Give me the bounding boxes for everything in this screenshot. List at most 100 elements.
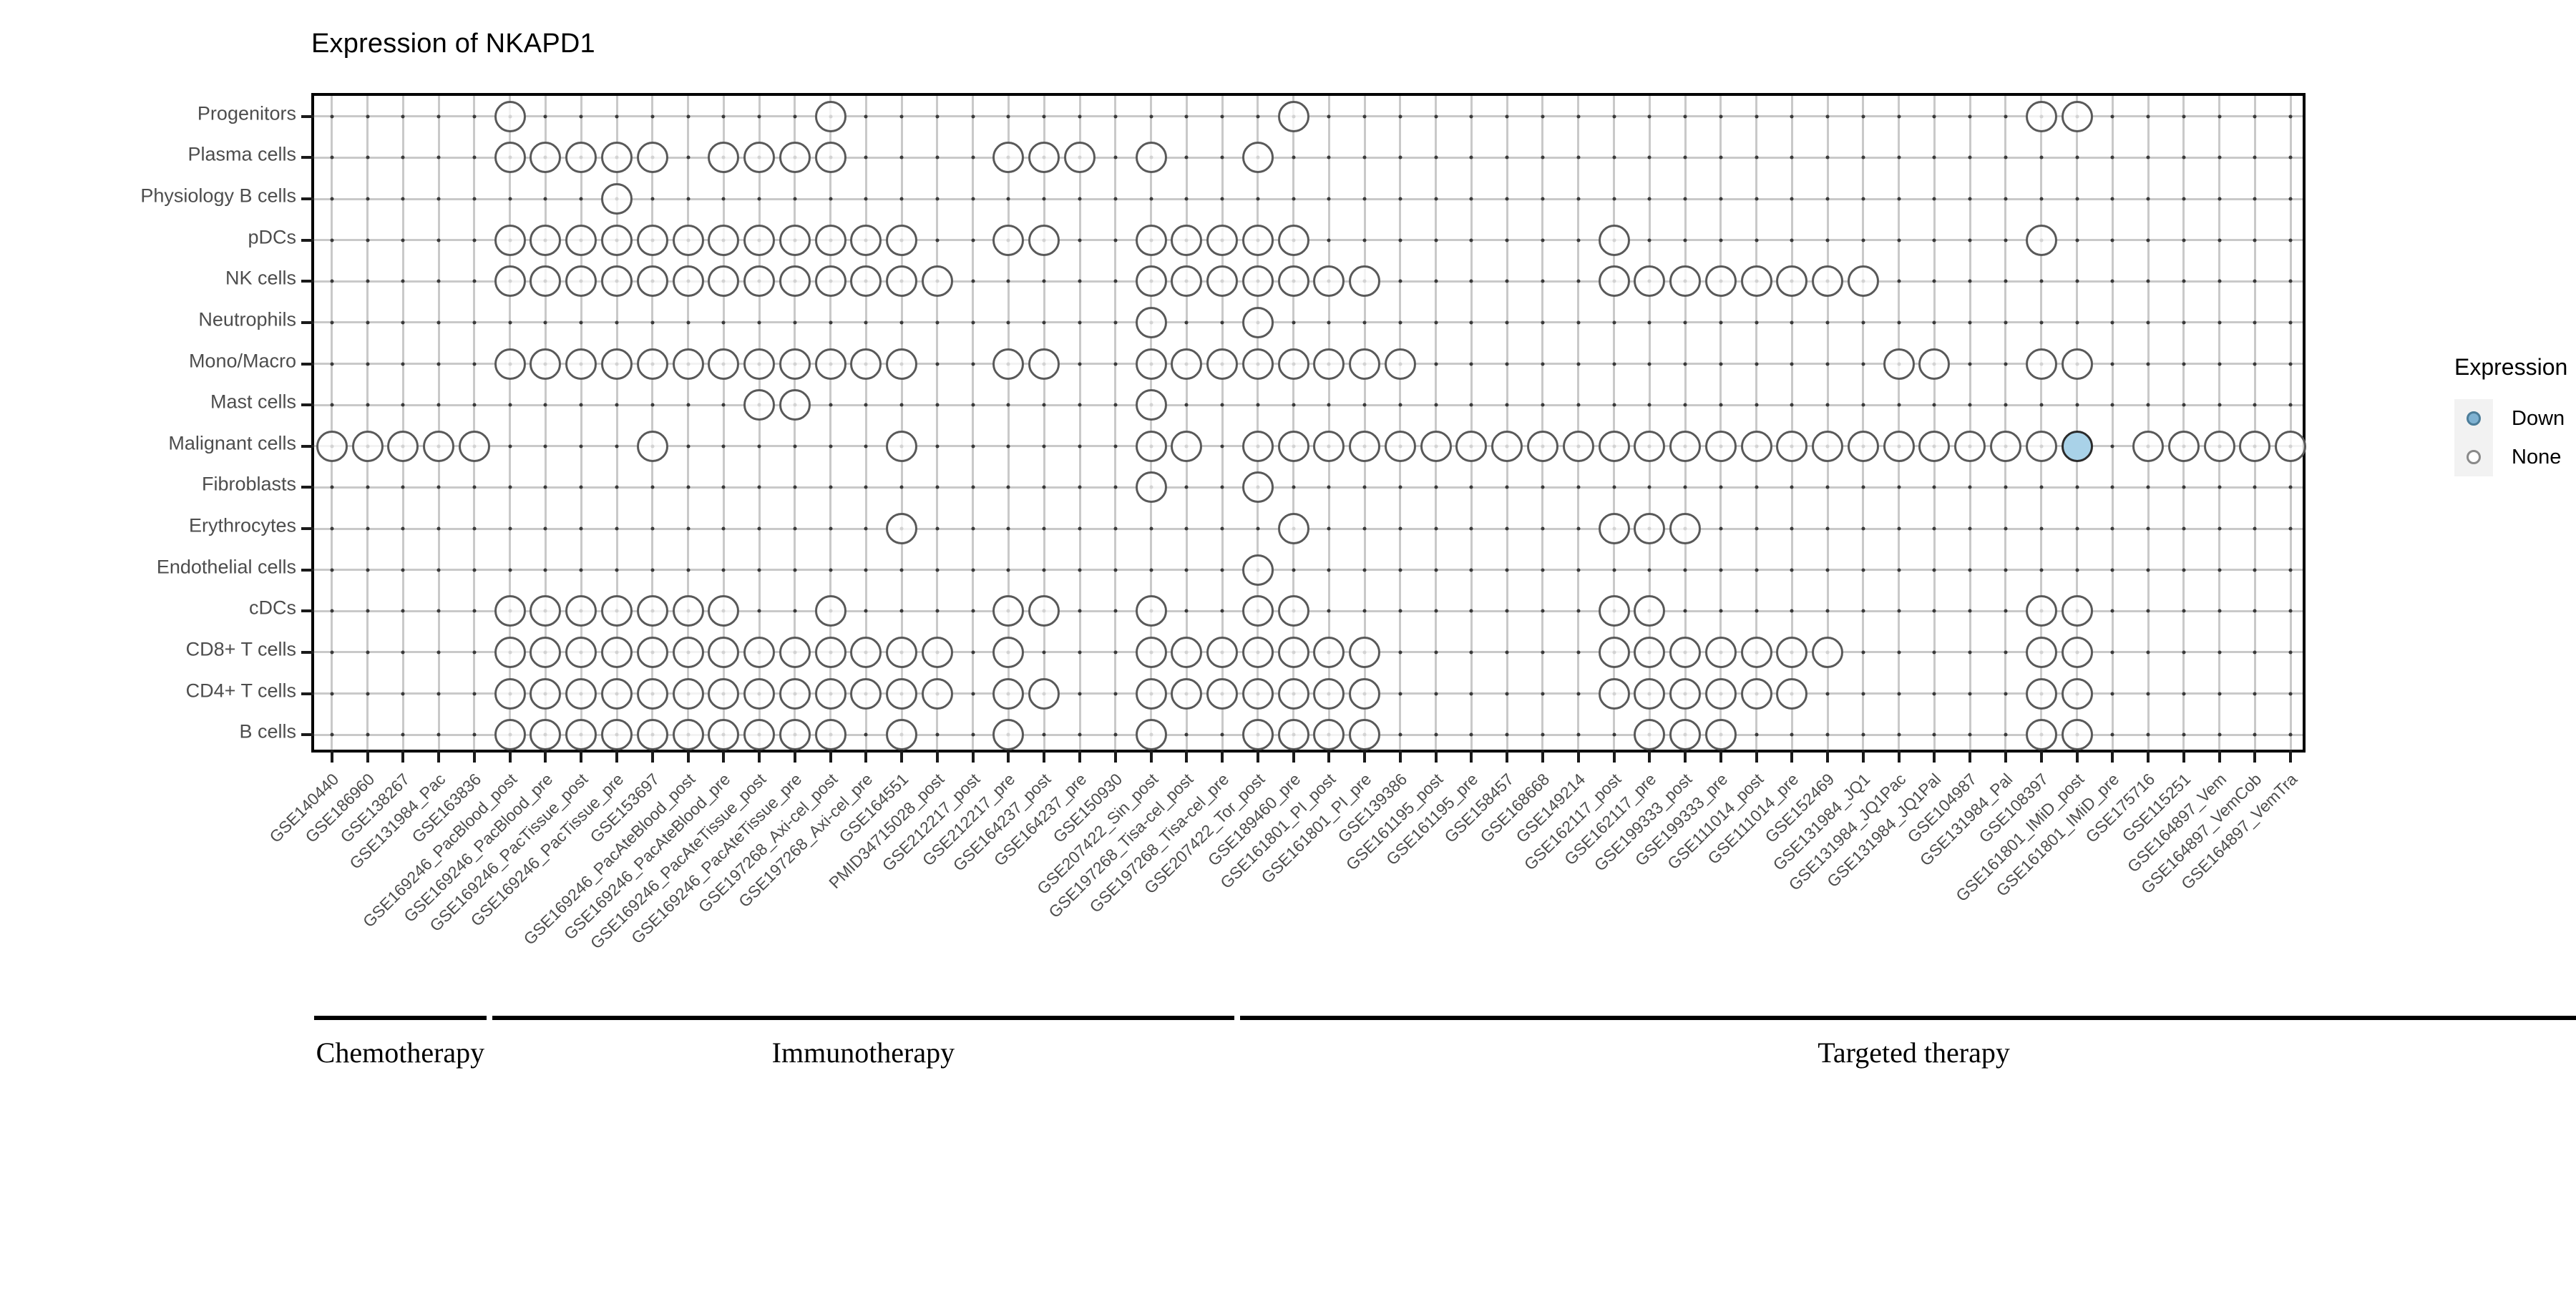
dot-marker-none[interactable] xyxy=(886,430,918,462)
dot-marker-none[interactable] xyxy=(814,348,847,380)
dot-marker-none[interactable] xyxy=(1206,677,1239,710)
dot-marker-none[interactable] xyxy=(1135,224,1167,256)
dot-marker-none[interactable] xyxy=(1241,595,1274,627)
dot-marker-none[interactable] xyxy=(1883,430,1915,462)
dot-marker-none[interactable] xyxy=(1740,430,1772,462)
dot-marker-none[interactable] xyxy=(1349,677,1381,710)
dot-marker-none[interactable] xyxy=(1847,265,1879,298)
dot-marker-none[interactable] xyxy=(1206,348,1239,380)
dot-marker-none[interactable] xyxy=(423,430,455,462)
dot-marker-none[interactable] xyxy=(779,389,811,421)
dot-marker-none[interactable] xyxy=(1171,430,1203,462)
dot-marker-none[interactable] xyxy=(1634,265,1666,298)
dot-marker-none[interactable] xyxy=(992,719,1025,751)
dot-marker-none[interactable] xyxy=(636,265,668,298)
dot-marker-none[interactable] xyxy=(1135,595,1167,627)
dot-marker-none[interactable] xyxy=(1171,265,1203,298)
dot-marker-none[interactable] xyxy=(1349,265,1381,298)
dot-marker-none[interactable] xyxy=(1241,719,1274,751)
dot-marker-none[interactable] xyxy=(1812,265,1844,298)
dot-marker-none[interactable] xyxy=(1206,224,1239,256)
dot-marker-none[interactable] xyxy=(1634,513,1666,545)
dot-marker-none[interactable] xyxy=(1634,430,1666,462)
dot-marker-none[interactable] xyxy=(2203,430,2235,462)
dot-marker-none[interactable] xyxy=(2167,430,2200,462)
dot-marker-none[interactable] xyxy=(708,595,740,627)
dot-marker-none[interactable] xyxy=(992,142,1025,174)
dot-marker-none[interactable] xyxy=(1135,719,1167,751)
dot-marker-none[interactable] xyxy=(1277,636,1309,668)
dot-marker-none[interactable] xyxy=(494,224,526,256)
dot-marker-down[interactable] xyxy=(2061,430,2093,462)
dot-marker-none[interactable] xyxy=(743,142,776,174)
dot-marker-none[interactable] xyxy=(814,265,847,298)
dot-marker-none[interactable] xyxy=(1277,719,1309,751)
dot-marker-none[interactable] xyxy=(1598,265,1630,298)
dot-marker-none[interactable] xyxy=(530,719,562,751)
dot-marker-none[interactable] xyxy=(1241,677,1274,710)
dot-marker-none[interactable] xyxy=(601,183,633,215)
dot-marker-none[interactable] xyxy=(1135,677,1167,710)
dot-marker-none[interactable] xyxy=(779,224,811,256)
dot-marker-none[interactable] xyxy=(814,100,847,132)
dot-marker-none[interactable] xyxy=(743,636,776,668)
dot-marker-none[interactable] xyxy=(2025,677,2057,710)
dot-marker-none[interactable] xyxy=(530,142,562,174)
dot-marker-none[interactable] xyxy=(1241,554,1274,586)
dot-marker-none[interactable] xyxy=(530,636,562,668)
dot-marker-none[interactable] xyxy=(565,265,597,298)
dot-marker-none[interactable] xyxy=(814,677,847,710)
dot-marker-none[interactable] xyxy=(1669,265,1702,298)
dot-marker-none[interactable] xyxy=(1989,430,2021,462)
dot-marker-none[interactable] xyxy=(2132,430,2165,462)
dot-marker-none[interactable] xyxy=(1135,348,1167,380)
dot-marker-none[interactable] xyxy=(1349,636,1381,668)
dot-marker-none[interactable] xyxy=(2061,719,2093,751)
dot-marker-none[interactable] xyxy=(921,265,953,298)
dot-marker-none[interactable] xyxy=(601,224,633,256)
dot-marker-none[interactable] xyxy=(886,265,918,298)
dot-marker-none[interactable] xyxy=(779,265,811,298)
dot-marker-none[interactable] xyxy=(1135,265,1167,298)
dot-marker-none[interactable] xyxy=(1420,430,1452,462)
dot-marker-none[interactable] xyxy=(1812,636,1844,668)
dot-marker-none[interactable] xyxy=(636,430,668,462)
dot-marker-none[interactable] xyxy=(672,677,704,710)
dot-marker-none[interactable] xyxy=(921,636,953,668)
dot-marker-none[interactable] xyxy=(494,719,526,751)
dot-marker-none[interactable] xyxy=(1277,224,1309,256)
dot-marker-none[interactable] xyxy=(530,595,562,627)
dot-marker-none[interactable] xyxy=(494,636,526,668)
dot-marker-none[interactable] xyxy=(601,142,633,174)
dot-marker-none[interactable] xyxy=(1313,430,1345,462)
dot-marker-none[interactable] xyxy=(1241,471,1274,504)
dot-marker-none[interactable] xyxy=(708,636,740,668)
dot-marker-none[interactable] xyxy=(1562,430,1594,462)
dot-marker-none[interactable] xyxy=(636,636,668,668)
dot-marker-none[interactable] xyxy=(992,595,1025,627)
dot-marker-none[interactable] xyxy=(1135,636,1167,668)
dot-marker-none[interactable] xyxy=(1384,348,1416,380)
dot-marker-none[interactable] xyxy=(708,348,740,380)
dot-marker-none[interactable] xyxy=(1669,513,1702,545)
dot-marker-none[interactable] xyxy=(2061,677,2093,710)
dot-marker-none[interactable] xyxy=(1135,142,1167,174)
dot-marker-none[interactable] xyxy=(1669,636,1702,668)
dot-marker-none[interactable] xyxy=(494,595,526,627)
dot-marker-none[interactable] xyxy=(672,636,704,668)
dot-marker-none[interactable] xyxy=(2025,636,2057,668)
dot-marker-none[interactable] xyxy=(1028,224,1060,256)
dot-marker-none[interactable] xyxy=(565,595,597,627)
dot-marker-none[interactable] xyxy=(1883,348,1915,380)
dot-marker-none[interactable] xyxy=(1598,513,1630,545)
dot-marker-none[interactable] xyxy=(565,636,597,668)
dot-marker-none[interactable] xyxy=(494,265,526,298)
dot-marker-none[interactable] xyxy=(636,595,668,627)
dot-marker-none[interactable] xyxy=(850,265,882,298)
dot-marker-none[interactable] xyxy=(672,265,704,298)
dot-marker-none[interactable] xyxy=(1634,677,1666,710)
dot-marker-none[interactable] xyxy=(530,265,562,298)
dot-marker-none[interactable] xyxy=(992,348,1025,380)
dot-marker-none[interactable] xyxy=(886,224,918,256)
dot-marker-none[interactable] xyxy=(1277,100,1309,132)
